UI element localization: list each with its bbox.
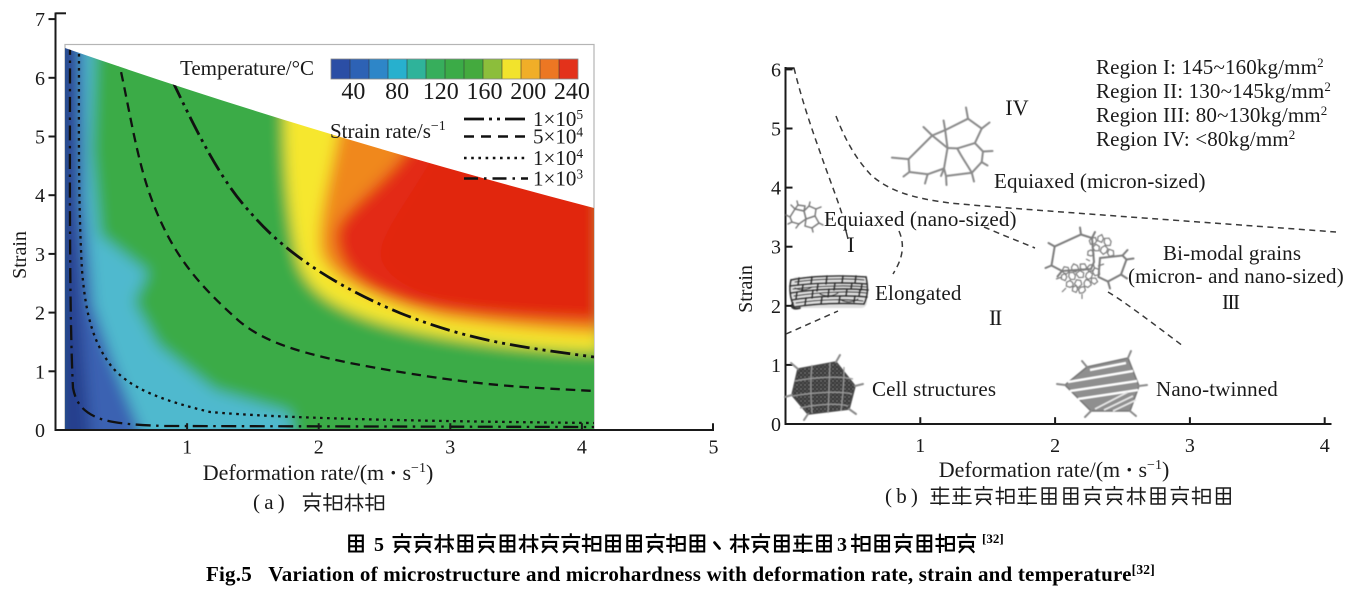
svg-text:240: 240 (554, 79, 590, 105)
svg-text:3: 3 (837, 534, 847, 556)
svg-text:3: 3 (445, 437, 455, 459)
svg-text:5: 5 (374, 534, 384, 556)
svg-text:3: 3 (771, 237, 781, 259)
svg-text:1: 1 (915, 435, 925, 457)
svg-text:3: 3 (1185, 435, 1195, 457)
svg-text:0: 0 (35, 420, 45, 442)
svg-text:40: 40 (341, 79, 365, 105)
svg-text:2: 2 (314, 437, 324, 459)
svg-text:1: 1 (771, 355, 781, 377)
svg-text:Region IV: <80kg/mm2: Region IV: <80kg/mm2 (1096, 127, 1295, 151)
svg-text:1×104: 1×104 (533, 146, 583, 170)
svg-text:II: II (989, 305, 1002, 330)
svg-text:2: 2 (35, 303, 45, 325)
svg-text:I: I (847, 232, 854, 257)
svg-text:Region I: 145~160kg/mm2: Region I: 145~160kg/mm2 (1096, 55, 1324, 79)
svg-text:6: 6 (771, 59, 781, 81)
svg-text:1: 1 (35, 361, 45, 383)
svg-text:Temperature/°C: Temperature/°C (180, 56, 314, 80)
svg-text:Region II: 130~145kg/mm2: Region II: 130~145kg/mm2 (1096, 79, 1331, 103)
svg-text:2: 2 (1050, 435, 1060, 457)
svg-text:5: 5 (35, 127, 45, 149)
svg-text:Deformation rate/(m · s−1): Deformation rate/(m · s−1) (939, 457, 1170, 482)
svg-text:Cell structures: Cell structures (872, 377, 996, 401)
svg-text:3: 3 (35, 244, 45, 266)
svg-text:1×103: 1×103 (533, 167, 583, 191)
svg-text:6: 6 (35, 68, 45, 90)
svg-text:Region III: 80~130kg/mm2: Region III: 80~130kg/mm2 (1096, 103, 1327, 127)
svg-text:0: 0 (771, 414, 781, 436)
svg-text:4: 4 (577, 437, 587, 459)
svg-text:( b ): ( b ) (885, 484, 918, 508)
svg-text:1×105: 1×105 (533, 107, 583, 131)
svg-text:Fig.5 Variation of microstru: Fig.5 Variation of microstructure and mi… (206, 562, 1155, 586)
svg-text:160: 160 (467, 79, 503, 105)
svg-text:1: 1 (182, 437, 192, 459)
svg-text:Bi-modal grains: Bi-modal grains (1163, 241, 1301, 265)
svg-text:Strain: Strain (735, 265, 757, 313)
svg-text:4: 4 (35, 185, 45, 207)
svg-text:4: 4 (1320, 435, 1330, 457)
svg-text:III: III (1222, 290, 1240, 314)
svg-text:[32]: [32] (982, 531, 1004, 546)
svg-text:80: 80 (385, 79, 409, 105)
svg-text:( a ): ( a ) (253, 490, 285, 514)
svg-text:7: 7 (35, 9, 45, 31)
svg-text:5: 5 (709, 437, 719, 459)
svg-text:Deformation rate/(m · s−1): Deformation rate/(m · s−1) (203, 460, 434, 485)
svg-text:Elongated: Elongated (875, 281, 962, 305)
svg-text:Strain rate/s−1: Strain rate/s−1 (330, 119, 446, 143)
svg-text:IV: IV (1005, 95, 1029, 120)
svg-text:5×104: 5×104 (533, 125, 583, 149)
svg-text:Nano-twinned: Nano-twinned (1156, 377, 1278, 401)
svg-text:(micron- and nano-sized): (micron- and nano-sized) (1128, 264, 1344, 288)
svg-text:Equiaxed (micron-sized): Equiaxed (micron-sized) (994, 169, 1206, 193)
svg-text:2: 2 (771, 296, 781, 318)
svg-text:5: 5 (771, 119, 781, 141)
svg-text:Strain: Strain (9, 231, 31, 279)
svg-text:120: 120 (423, 79, 459, 105)
svg-text:200: 200 (510, 79, 546, 105)
svg-text:Equiaxed (nano-sized): Equiaxed (nano-sized) (824, 207, 1017, 231)
svg-text:4: 4 (771, 178, 781, 200)
